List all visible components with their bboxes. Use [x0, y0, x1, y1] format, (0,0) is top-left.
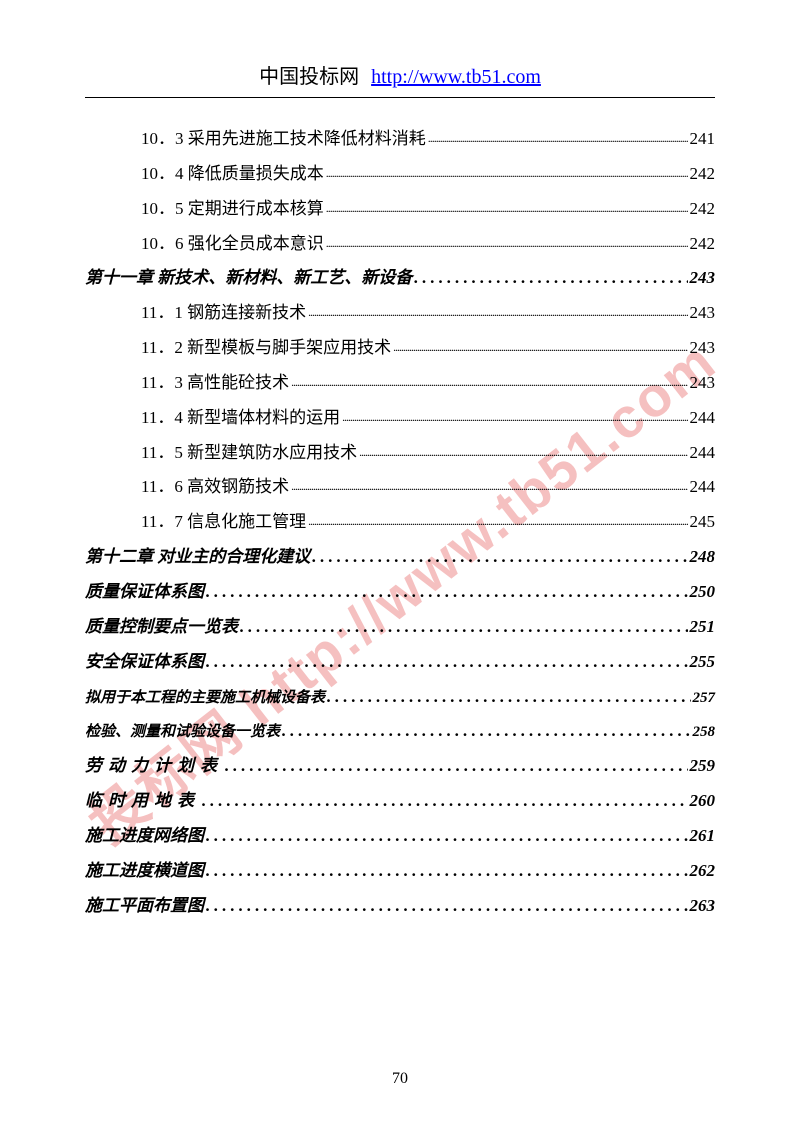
page-header: 中国投标网 http://www.tb51.com: [85, 60, 715, 89]
toc-leader-dots: ........................................…: [282, 714, 690, 749]
toc-title: 11．7 信息化施工管理: [141, 505, 306, 540]
toc-title: 10．5 定期进行成本核算: [141, 192, 324, 227]
toc-entry: 劳动力计划表..................................…: [85, 749, 715, 784]
toc-title: 安全保证体系图: [85, 645, 204, 680]
toc-title: 10．4 降低质量损失成本: [141, 157, 324, 192]
toc-entry: 施工进度横道图.................................…: [85, 854, 715, 889]
toc-title: 第十一章 新技术、新材料、新工艺、新设备: [85, 261, 412, 296]
toc-page-number: 241: [690, 122, 716, 157]
toc-leader-dots: ........................................…: [327, 680, 690, 715]
toc-leader-dots: ........................................…: [312, 540, 687, 575]
toc-entry: 10．4 降低质量损失成本...........................…: [85, 157, 715, 192]
toc-title: 施工进度网络图: [85, 819, 204, 854]
site-url-link[interactable]: http://www.tb51.com: [371, 66, 541, 88]
toc-entry: 10．6 强化全员成本意识...........................…: [85, 227, 715, 262]
toc-leader-dots: ........................................…: [342, 405, 687, 430]
toc-leader-dots: ........................................…: [240, 610, 688, 645]
toc-entry: 检验、测量和试验设备一览表...........................…: [85, 714, 715, 749]
page-number: 70: [0, 1070, 800, 1088]
toc-title: 检验、测量和试验设备一览表: [85, 717, 280, 748]
toc-entry: 11．3 高性能砼技术.............................…: [85, 366, 715, 401]
toc-entry: 10．3 采用先进施工技术降低材料消耗.....................…: [85, 122, 715, 157]
toc-leader-dots: ........................................…: [225, 749, 688, 784]
toc-title: 11．2 新型模板与脚手架应用技术: [141, 331, 391, 366]
toc-leader-dots: ........................................…: [202, 784, 688, 819]
toc-entry: 质量保证体系图.................................…: [85, 575, 715, 610]
toc-page-number: 263: [690, 889, 716, 924]
toc-entry: 11．2 新型模板与脚手架应用技术.......................…: [85, 331, 715, 366]
toc-page-number: 248: [690, 540, 716, 575]
toc-title: 劳动力计划表: [85, 749, 223, 784]
site-name: 中国投标网: [259, 66, 359, 88]
toc-leader-dots: ........................................…: [326, 231, 688, 256]
toc-entry: 第十一章 新技术、新材料、新工艺、新设备....................…: [85, 261, 715, 296]
toc-page-number: 244: [690, 470, 716, 505]
toc-page-number: 243: [690, 331, 716, 366]
toc-leader-dots: ........................................…: [359, 440, 687, 465]
toc-leader-dots: ........................................…: [428, 126, 688, 151]
toc-entry: 11．4 新型墙体材料的运用..........................…: [85, 401, 715, 436]
toc-page-number: 257: [693, 683, 716, 714]
toc-title: 10．6 强化全员成本意识: [141, 227, 324, 262]
toc-entry: 11．1 钢筋连接新技术............................…: [85, 296, 715, 331]
toc-entry: 质量控制要点一览表...............................…: [85, 610, 715, 645]
toc-entry: 拟用于本工程的主要施工机械设备表........................…: [85, 680, 715, 715]
toc-leader-dots: ........................................…: [393, 335, 687, 360]
toc-page-number: 259: [690, 749, 716, 784]
toc-title: 11．4 新型墙体材料的运用: [141, 401, 340, 436]
toc-title: 施工平面布置图: [85, 889, 204, 924]
toc-entry: 11．7 信息化施工管理............................…: [85, 505, 715, 540]
toc-page-number: 261: [690, 819, 716, 854]
toc-title: 施工进度横道图: [85, 854, 204, 889]
toc-page-number: 245: [690, 505, 716, 540]
toc-page-number: 243: [690, 296, 716, 331]
toc-page-number: 244: [690, 436, 716, 471]
toc-page-number: 244: [690, 401, 716, 436]
toc-entry: 第十二章 对业主的合理化建议..........................…: [85, 540, 715, 575]
toc-title: 11．3 高性能砼技术: [141, 366, 289, 401]
toc-title: 11．1 钢筋连接新技术: [141, 296, 306, 331]
toc-title: 第十二章 对业主的合理化建议: [85, 540, 310, 575]
toc-page-number: 250: [690, 575, 716, 610]
toc-page-number: 262: [690, 854, 716, 889]
toc-leader-dots: ........................................…: [308, 300, 687, 325]
toc-page-number: 243: [690, 261, 716, 296]
toc-entry: 施工平面布置图.................................…: [85, 889, 715, 924]
toc-title: 拟用于本工程的主要施工机械设备表: [85, 683, 325, 714]
toc-leader-dots: ........................................…: [326, 161, 688, 186]
toc-leader-dots: ........................................…: [206, 575, 688, 610]
toc-entry: 10．5 定期进行成本核算...........................…: [85, 192, 715, 227]
toc-title: 10．3 采用先进施工技术降低材料消耗: [141, 122, 426, 157]
toc-leader-dots: ........................................…: [206, 854, 688, 889]
toc-title: 11．6 高效钢筋技术: [141, 470, 289, 505]
toc-page-number: 243: [690, 366, 716, 401]
toc-page-number: 260: [690, 784, 716, 819]
toc-page-number: 251: [690, 610, 716, 645]
toc-leader-dots: ........................................…: [291, 370, 687, 395]
toc-leader-dots: ........................................…: [414, 261, 687, 296]
toc-leader-dots: ........................................…: [308, 509, 687, 534]
toc-entry: 临时用地表...................................…: [85, 784, 715, 819]
toc-title: 质量控制要点一览表: [85, 610, 238, 645]
toc-title: 临时用地表: [85, 784, 200, 819]
toc-page-number: 255: [690, 645, 716, 680]
document-page: 中国投标网 http://www.tb51.com 10．3 采用先进施工技术降…: [0, 0, 800, 963]
toc-leader-dots: ........................................…: [206, 645, 688, 680]
toc-entry: 安全保证体系图.................................…: [85, 645, 715, 680]
toc-leader-dots: ........................................…: [291, 474, 687, 499]
header-divider: [85, 97, 715, 98]
table-of-contents: 10．3 采用先进施工技术降低材料消耗.....................…: [85, 122, 715, 923]
toc-page-number: 242: [690, 227, 716, 262]
toc-leader-dots: ........................................…: [206, 889, 688, 924]
toc-entry: 11．5 新型建筑防水应用技术.........................…: [85, 436, 715, 471]
toc-page-number: 242: [690, 192, 716, 227]
toc-entry: 施工进度网络图.................................…: [85, 819, 715, 854]
toc-title: 11．5 新型建筑防水应用技术: [141, 436, 357, 471]
toc-page-number: 242: [690, 157, 716, 192]
toc-page-number: 258: [693, 717, 716, 748]
toc-leader-dots: ........................................…: [206, 819, 688, 854]
toc-leader-dots: ........................................…: [326, 196, 688, 221]
toc-title: 质量保证体系图: [85, 575, 204, 610]
toc-entry: 11．6 高效钢筋技术.............................…: [85, 470, 715, 505]
